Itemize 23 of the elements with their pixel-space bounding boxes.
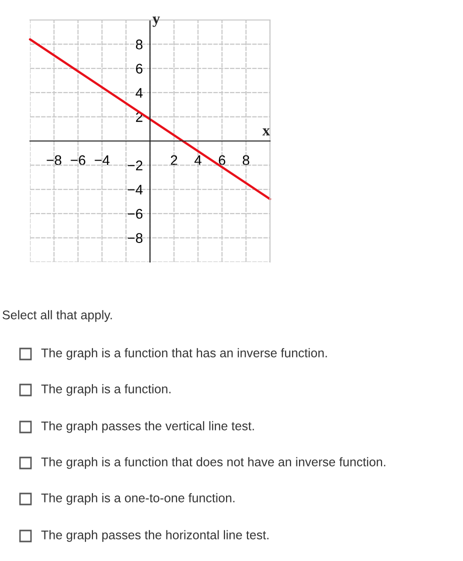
text: The graph is a function that does not have an inverse function. — [41, 457, 386, 469]
y-axis-title: y — [152, 16, 160, 27]
x-tick-label: 8 — [242, 155, 250, 166]
y-tick-label: −8 — [128, 233, 142, 243]
text: The graph passes the vertical line test. — [41, 421, 254, 433]
x-tick-label: −4 — [94, 155, 110, 165]
text: The graph passes the horizontal line test. — [41, 530, 268, 542]
x-tick-label: 6 — [218, 155, 226, 166]
y-tick-label: 6 — [136, 64, 142, 74]
x-tick-label: 2 — [170, 155, 178, 165]
text: The graph is a function. — [41, 384, 170, 396]
text: The graph is a one-to-one function. — [41, 493, 234, 505]
y-tick-label: −4 — [128, 184, 143, 194]
text: Select all that apply. — [2, 310, 112, 322]
y-tick-label: 8 — [136, 40, 142, 50]
x-tick-label: −8 — [46, 155, 62, 166]
y-tick-label: −2 — [128, 160, 142, 170]
x-tick-label: 4 — [194, 155, 202, 165]
text: The graph is a function that has an inverse function. — [41, 348, 327, 360]
x-tick-label: −6 — [70, 155, 86, 166]
y-tick-label: −6 — [128, 208, 142, 219]
y-tick-label: 4 — [136, 88, 143, 98]
x-axis-title: x — [262, 128, 270, 136]
